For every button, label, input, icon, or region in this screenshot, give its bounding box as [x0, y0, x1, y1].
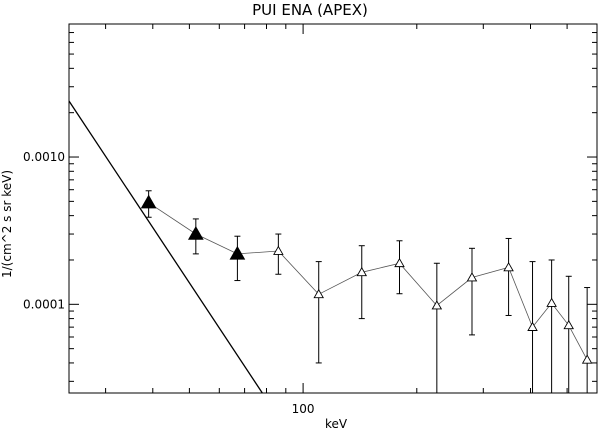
- data-point-open: [466, 272, 478, 282]
- y-axis-label: 1/(cm^2 s sr keV): [0, 170, 14, 278]
- error-bars: [145, 190, 591, 393]
- data-point-open: [394, 257, 405, 268]
- data-point-open: [431, 300, 443, 310]
- data-point-open: [563, 319, 575, 330]
- y-tick-label: 0.0001: [23, 297, 65, 311]
- tick-labels: 100 0.0010 0.0001: [23, 150, 315, 416]
- data-point-filled: [187, 226, 204, 240]
- series-polyline: [148, 202, 588, 360]
- data-point-filled: [140, 194, 157, 209]
- data-point-open: [546, 297, 557, 307]
- fit-line: [68, 100, 263, 394]
- data-point-open: [503, 262, 514, 272]
- fit-line-segment: [68, 100, 263, 394]
- data-point-open: [581, 354, 593, 364]
- series-line: [148, 202, 588, 360]
- data-point-open: [273, 245, 284, 255]
- axis-ticks: [69, 23, 598, 393]
- chart-title: PUI ENA (APEX): [252, 1, 368, 19]
- data-point-open: [356, 266, 368, 277]
- x-axis-label: keV: [325, 417, 348, 430]
- data-markers: [140, 194, 593, 364]
- plot-frame: [68, 23, 598, 394]
- data-point-filled: [229, 245, 246, 260]
- y-tick-label: 0.0010: [23, 150, 65, 164]
- data-point-open: [527, 321, 538, 331]
- x-tick-label: 100: [292, 402, 315, 416]
- data-point-open: [313, 288, 325, 299]
